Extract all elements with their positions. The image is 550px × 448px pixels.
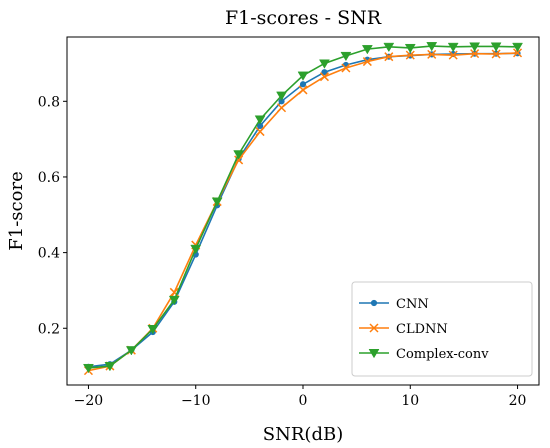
x-tick-label: −20 <box>74 393 104 409</box>
data-point <box>319 72 329 82</box>
data-point <box>297 71 309 81</box>
series-complex-conv <box>83 42 523 374</box>
data-point <box>277 103 287 113</box>
x-tick-label: 0 <box>299 393 308 409</box>
plot-frame <box>66 36 540 386</box>
data-point <box>490 42 502 52</box>
legend-label: Complex-conv <box>396 347 489 362</box>
data-point <box>125 346 137 356</box>
data-point <box>383 42 395 53</box>
legend-frame <box>351 281 533 377</box>
data-point <box>340 51 352 62</box>
data-point <box>104 362 116 372</box>
data-point <box>405 50 415 60</box>
x-axis: −20 −10 0 10 20 <box>74 385 527 409</box>
data-point <box>233 150 245 160</box>
data-point <box>447 42 459 53</box>
data-point <box>254 115 266 125</box>
legend-label: CNN <box>396 297 429 312</box>
chart-title: F1-scores - SNR <box>225 7 382 29</box>
x-axis-label: SNR(dB) <box>263 424 343 445</box>
data-point <box>426 42 438 52</box>
legend-label: CLDNN <box>396 322 448 337</box>
data-point <box>147 325 159 335</box>
data-point <box>190 244 202 255</box>
data-point <box>83 363 94 374</box>
data-point <box>299 81 307 88</box>
data-point <box>427 49 437 59</box>
data-point <box>341 63 351 73</box>
data-point <box>319 59 330 69</box>
data-point <box>469 42 481 52</box>
series-layer <box>83 42 523 376</box>
legend-marker <box>369 323 379 333</box>
data-point <box>491 49 501 59</box>
data-point <box>448 50 458 60</box>
x-tick-label: 20 <box>509 393 527 409</box>
y-tick-label: 0.8 <box>38 94 60 110</box>
data-point <box>513 48 523 58</box>
data-point <box>276 91 287 101</box>
data-point <box>404 43 416 54</box>
data-point <box>321 69 328 76</box>
data-point <box>470 49 480 59</box>
data-point <box>211 197 223 207</box>
y-axis: 0.2 0.4 0.6 0.8 <box>38 94 67 337</box>
data-point <box>168 295 180 306</box>
legend: CNN CLDNN Complex-conv <box>351 281 533 377</box>
data-point <box>362 57 372 67</box>
x-tick-label: −10 <box>181 393 211 409</box>
x-tick-label: 10 <box>401 393 419 409</box>
y-tick-label: 0.4 <box>38 246 60 262</box>
data-point <box>512 42 523 53</box>
data-point <box>234 155 244 165</box>
data-point <box>384 52 394 62</box>
data-point <box>298 85 308 95</box>
y-tick-label: 0.6 <box>38 170 60 186</box>
data-point <box>255 127 265 137</box>
y-tick-label: 0.2 <box>38 321 60 337</box>
data-point <box>361 45 373 55</box>
legend-marker <box>368 349 380 359</box>
legend-marker <box>370 299 378 307</box>
y-axis-label: F1-score <box>6 171 27 250</box>
